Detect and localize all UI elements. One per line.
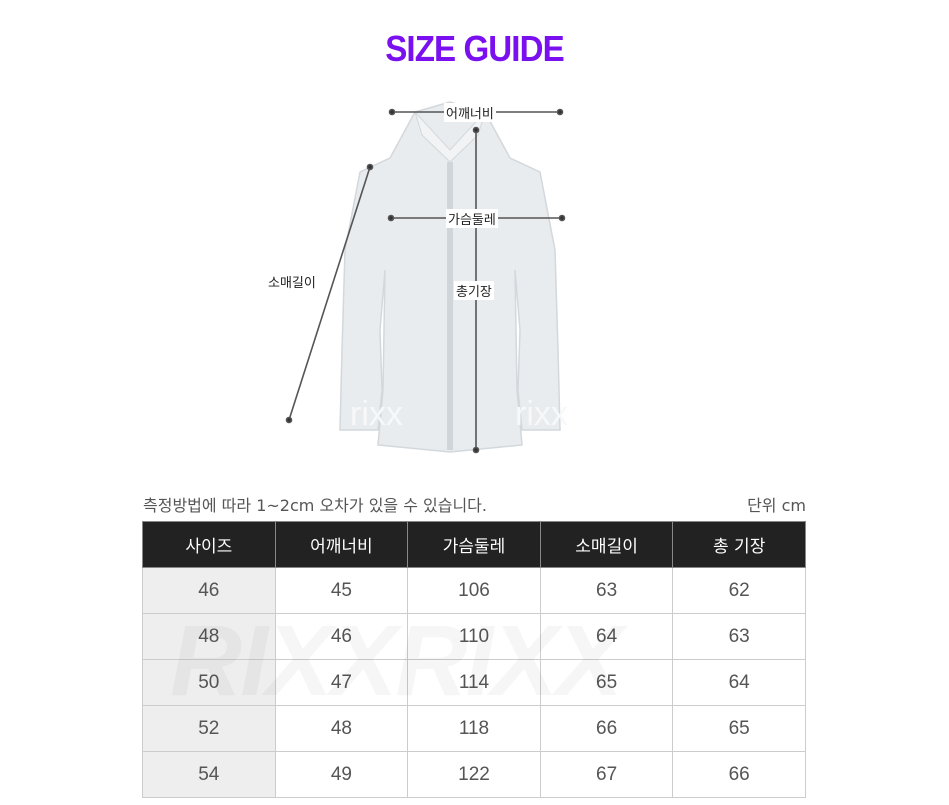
measurement-cell: 110 <box>407 613 541 660</box>
measurement-cell: 66 <box>672 751 806 798</box>
header-shoulder: 어깨너비 <box>274 521 409 568</box>
measurement-cell: 45 <box>274 567 409 614</box>
measurement-cell: 64 <box>539 613 674 660</box>
image-watermark-left: rixx <box>350 395 403 433</box>
measurement-cell: 63 <box>672 613 806 660</box>
header-size: 사이즈 <box>142 521 276 568</box>
measurement-cell: 48 <box>274 705 409 752</box>
size-table: 사이즈 어깨너비 가슴둘레 소매길이 총 기장 46 45 106 63 62 48 46 1… <box>142 521 806 798</box>
chest-label: 가슴둘레 <box>446 209 498 228</box>
page-title: SIZE GUIDE <box>385 28 564 69</box>
size-cell: 48 <box>142 613 276 660</box>
table-row: 48 46 110 64 63 <box>142 613 806 660</box>
measurement-cell: 62 <box>672 567 806 614</box>
length-label: 총기장 <box>454 281 494 300</box>
size-cell: 46 <box>142 567 276 614</box>
measurement-cell: 46 <box>274 613 409 660</box>
measurement-cell: 67 <box>539 751 674 798</box>
sleeve-label: 소매길이 <box>266 272 318 291</box>
header-chest: 가슴둘레 <box>407 521 541 568</box>
table-header-row: 사이즈 어깨너비 가슴둘레 소매길이 총 기장 <box>142 521 806 568</box>
measurement-cell: 106 <box>407 567 541 614</box>
measurement-note: 측정방법에 따라 1~2cm 오차가 있을 수 있습니다. <box>143 496 487 515</box>
table-row: 54 49 122 67 66 <box>142 751 806 798</box>
shirt-image: rixx rixx <box>285 101 568 454</box>
image-watermark-right: rixx <box>515 395 568 433</box>
shoulder-label: 어깨너비 <box>444 103 496 122</box>
size-cell: 54 <box>142 751 276 798</box>
measurement-cell: 49 <box>274 751 409 798</box>
header-length: 총 기장 <box>672 521 806 568</box>
measurement-cell: 65 <box>672 705 806 752</box>
measurement-cell: 114 <box>407 659 541 706</box>
measurement-cell: 64 <box>672 659 806 706</box>
table-row: 52 48 118 66 65 <box>142 705 806 752</box>
measurement-cell: 118 <box>407 705 541 752</box>
size-cell: 52 <box>142 705 276 752</box>
unit-label: 단위 cm <box>747 496 806 515</box>
table-row: 50 47 114 65 64 <box>142 659 806 706</box>
measurement-cell: 65 <box>539 659 674 706</box>
measurement-cell: 47 <box>274 659 409 706</box>
size-cell: 50 <box>142 659 276 706</box>
shirt-diagram: rixx rixx 어깨너비 가슴둘레 총기장 소매길이 <box>260 90 640 460</box>
measurement-cell: 66 <box>539 705 674 752</box>
measurement-cell: 63 <box>539 567 674 614</box>
measurement-cell: 122 <box>407 751 541 798</box>
header-sleeve: 소매길이 <box>539 521 674 568</box>
table-row: 46 45 106 63 62 <box>142 567 806 614</box>
